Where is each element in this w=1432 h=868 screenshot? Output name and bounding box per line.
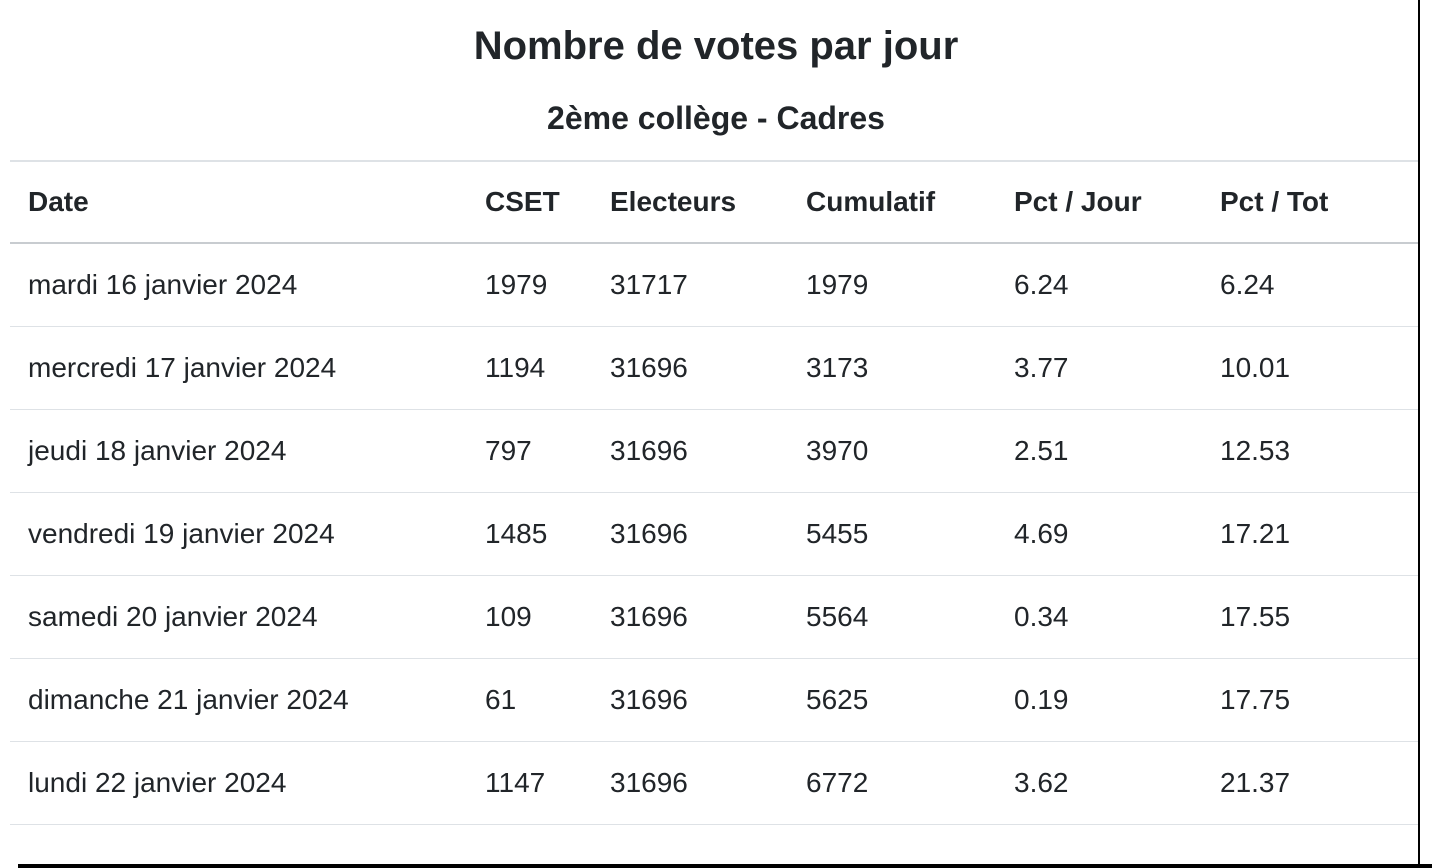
table-cell: 12.53 [1202, 409, 1420, 493]
column-header: Cumulatif [788, 159, 996, 244]
page-subtitle: 2ème collège - Cadres [547, 100, 885, 136]
table-cell: 5625 [788, 658, 996, 742]
table-cell: 3.77 [996, 326, 1202, 410]
table-cell: mercredi 17 janvier 2024 [10, 326, 467, 410]
column-header: CSET [467, 159, 592, 244]
table-cell: 31696 [592, 658, 788, 742]
table-cell: 31696 [592, 409, 788, 493]
report-header: Nombre de votes par jour 2ème collège - … [0, 0, 1432, 140]
table-cell: 17.75 [1202, 658, 1420, 742]
table-cell: 31717 [592, 242, 788, 327]
table-cell: 0.34 [996, 575, 1202, 659]
table-cell: samedi 20 janvier 2024 [10, 575, 467, 659]
table-header: Date CSET Electeurs Cumulatif Pct / Jour Pct … [10, 159, 1420, 244]
votes-table: Date CSET Electeurs Cumulatif Pct / Jour Pct … [10, 159, 1420, 825]
table-cell: 10.01 [1202, 326, 1420, 410]
table-cell: 31696 [592, 326, 788, 410]
column-header: Pct / Jour [996, 159, 1202, 244]
table-cell: 1979 [467, 242, 592, 327]
table-cell: 61 [467, 658, 592, 742]
table-row: mardi 16 janvier 2024 1979 31717 1979 6.24 6.… [10, 242, 1420, 327]
table-cell: 17.21 [1202, 492, 1420, 576]
table-cell: mardi 16 janvier 2024 [10, 242, 467, 327]
window-bottom-edge [18, 864, 1432, 868]
table-cell: 797 [467, 409, 592, 493]
page-title: Nombre de votes par jour [473, 24, 959, 68]
table-cell: 21.37 [1202, 741, 1420, 825]
table-cell: 5564 [788, 575, 996, 659]
table-cell: lundi 22 janvier 2024 [10, 741, 467, 825]
table-row: lundi 22 janvier 2024 1147 31696 6772 3.62 21… [10, 741, 1420, 825]
table-cell: 5455 [788, 492, 996, 576]
table-cell: 6.24 [996, 242, 1202, 327]
table-header-row: Date CSET Electeurs Cumulatif Pct / Jour Pct … [10, 159, 1420, 244]
table-cell: 3173 [788, 326, 996, 410]
table-cell: 4.69 [996, 492, 1202, 576]
table-body: mardi 16 janvier 2024 1979 31717 1979 6.24 6.… [10, 242, 1420, 825]
table-row: jeudi 18 janvier 2024 797 31696 3970 2.51 12.… [10, 409, 1420, 493]
window-right-edge [1418, 0, 1420, 868]
table-row: dimanche 21 janvier 2024 61 31696 5625 0.19 1… [10, 658, 1420, 742]
table-cell: jeudi 18 janvier 2024 [10, 409, 467, 493]
table-cell: 17.55 [1202, 575, 1420, 659]
column-header: Electeurs [592, 159, 788, 244]
table-cell: 109 [467, 575, 592, 659]
table-row: samedi 20 janvier 2024 109 31696 5564 0.34 17… [10, 575, 1420, 659]
table-cell: 0.19 [996, 658, 1202, 742]
table-row: vendredi 19 janvier 2024 1485 31696 5455 4.6… [10, 492, 1420, 576]
table-cell: 31696 [592, 741, 788, 825]
column-header: Date [10, 159, 467, 244]
table-cell: 2.51 [996, 409, 1202, 493]
table-cell: dimanche 21 janvier 2024 [10, 658, 467, 742]
table-cell: 3970 [788, 409, 996, 493]
table-row: mercredi 17 janvier 2024 1194 31696 3173 3.7… [10, 326, 1420, 410]
table-cell: vendredi 19 janvier 2024 [10, 492, 467, 576]
table-cell: 1485 [467, 492, 592, 576]
table-cell: 31696 [592, 575, 788, 659]
table-cell: 3.62 [996, 741, 1202, 825]
table-cell: 31696 [592, 492, 788, 576]
table-cell: 6772 [788, 741, 996, 825]
table-cell: 6.24 [1202, 242, 1420, 327]
table-cell: 1194 [467, 326, 592, 410]
column-header: Pct / Tot [1202, 159, 1420, 244]
table-cell: 1979 [788, 242, 996, 327]
table-cell: 1147 [467, 741, 592, 825]
